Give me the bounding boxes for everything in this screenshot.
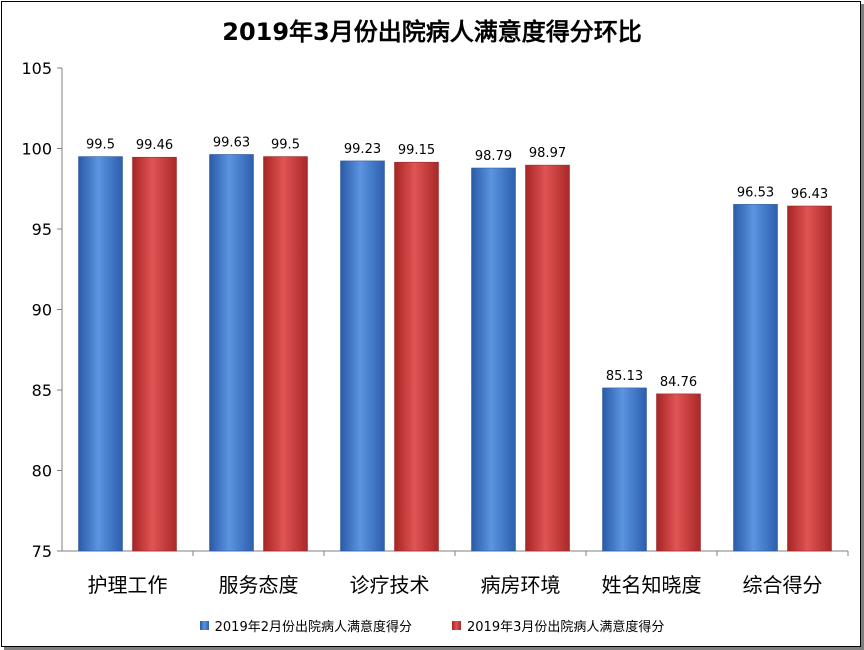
bar — [787, 205, 832, 552]
bar — [132, 156, 177, 552]
bar — [263, 156, 308, 552]
data-label: 99.23 — [344, 142, 381, 157]
y-tick-label: 95 — [32, 220, 52, 239]
bar — [525, 164, 570, 552]
x-tick-label: 姓名知晓度 — [602, 573, 702, 597]
y-tick-label: 90 — [32, 301, 52, 320]
bar — [78, 156, 123, 552]
legend-swatch-mar — [452, 621, 461, 630]
bar — [733, 204, 778, 552]
x-tick-label: 综合得分 — [743, 573, 823, 597]
data-label: 99.15 — [398, 143, 435, 158]
bar — [602, 387, 647, 552]
x-tick-label: 病房环境 — [481, 573, 561, 597]
data-label: 99.46 — [136, 138, 173, 153]
bar — [394, 161, 439, 552]
data-label: 98.79 — [475, 149, 512, 164]
data-label: 99.63 — [213, 135, 250, 150]
y-tick-label: 80 — [32, 462, 52, 481]
x-tick-label: 诊疗技术 — [350, 573, 430, 597]
y-tick-label: 100 — [21, 140, 52, 159]
legend-item-mar: 2019年3月份出院病人满意度得分 — [452, 616, 664, 635]
chart-title: 2019年3月份出院病人满意度得分环比 — [222, 18, 642, 46]
x-tick-label: 服务态度 — [219, 573, 299, 597]
data-label: 96.43 — [791, 187, 828, 202]
data-label: 98.97 — [529, 146, 566, 161]
legend-item-feb: 2019年2月份出院病人满意度得分 — [199, 616, 412, 635]
data-label: 96.53 — [737, 185, 774, 200]
bar — [209, 154, 254, 552]
data-label: 99.5 — [86, 138, 115, 153]
bar — [656, 393, 701, 552]
y-tick-label: 75 — [32, 542, 52, 561]
data-label: 84.76 — [660, 375, 697, 390]
y-tick-label: 105 — [21, 59, 52, 78]
bar — [340, 160, 385, 552]
data-label: 99.5 — [271, 138, 300, 153]
data-label: 85.13 — [606, 369, 643, 384]
legend-label-mar: 2019年3月份出院病人满意度得分 — [467, 620, 665, 635]
legend-swatch-feb — [199, 621, 209, 630]
bar — [471, 167, 516, 552]
x-tick-label: 护理工作 — [88, 573, 168, 597]
legend-label-feb: 2019年2月份出院病人满意度得分 — [214, 620, 412, 635]
y-tick-label: 85 — [32, 381, 52, 400]
chart-legend: 2019年2月份出院病人满意度得分 2019年3月份出院病人满意度得分 — [0, 616, 864, 635]
